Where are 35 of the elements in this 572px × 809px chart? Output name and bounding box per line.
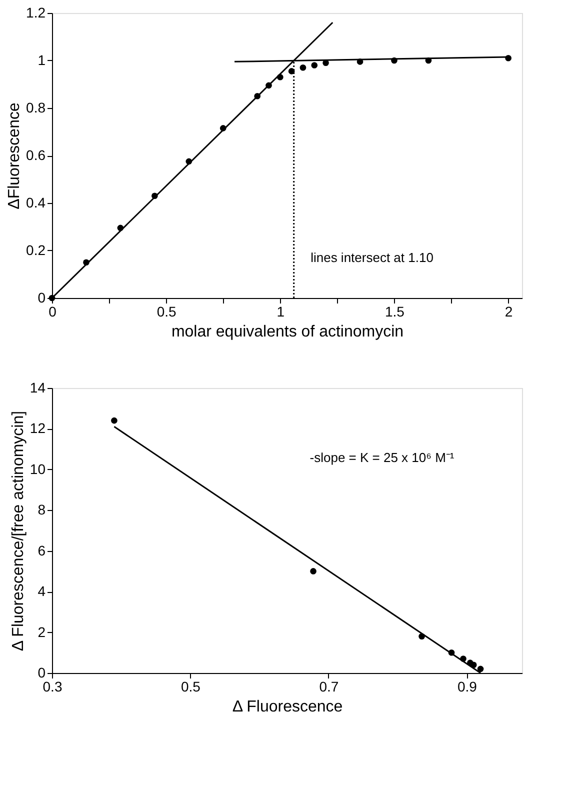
y-tick-label: 0.8 xyxy=(26,100,46,116)
y-tick-label: 6 xyxy=(38,542,46,558)
annotation: -slope = K = 25 x 10⁶ M⁻¹ xyxy=(310,450,455,465)
y-tick-label: 0.2 xyxy=(26,242,46,258)
point xyxy=(300,64,306,71)
point xyxy=(111,417,118,424)
y-tick-label: 0.6 xyxy=(26,147,46,163)
y-tick-label: 10 xyxy=(30,460,46,477)
x-axis-title: Δ Fluorescence xyxy=(232,698,343,716)
y-tick-label: 14 xyxy=(30,380,46,396)
x-tick-label: 1.5 xyxy=(385,304,405,320)
y-tick-label: 12 xyxy=(30,420,46,436)
x-tick-label: 0.5 xyxy=(181,678,201,694)
x-tick-label: 2 xyxy=(504,304,513,320)
x-tick-label: 0.5 xyxy=(156,304,177,320)
x-tick-label: 0.3 xyxy=(42,678,62,694)
y-tick-label: 2 xyxy=(38,624,46,640)
x-axis-title: molar equivalents of actinomycin xyxy=(171,324,404,340)
x-tick-label: 0.7 xyxy=(319,678,339,694)
y-tick-label: 1.2 xyxy=(26,4,46,20)
y-tick-label: 1 xyxy=(38,52,46,68)
y-tick-label: 0 xyxy=(38,290,46,306)
x-tick-label: 0.9 xyxy=(457,678,478,694)
point xyxy=(311,62,318,68)
annotation: lines intersect at 1.10 xyxy=(310,250,434,265)
y-tick-label: 8 xyxy=(38,502,46,518)
y-tick-label: 0.4 xyxy=(26,194,46,210)
y-tick-label: 4 xyxy=(38,583,46,600)
y-axis-title: ΔFluorescence xyxy=(6,102,24,210)
x-tick-label: 0 xyxy=(48,304,57,320)
y-axis-title: Δ Fluorescence/[free actinomycin] xyxy=(10,410,27,652)
y-tick-label: 0 xyxy=(38,664,46,680)
x-tick-label: 1 xyxy=(276,304,285,320)
point xyxy=(477,666,484,672)
point xyxy=(310,568,316,574)
